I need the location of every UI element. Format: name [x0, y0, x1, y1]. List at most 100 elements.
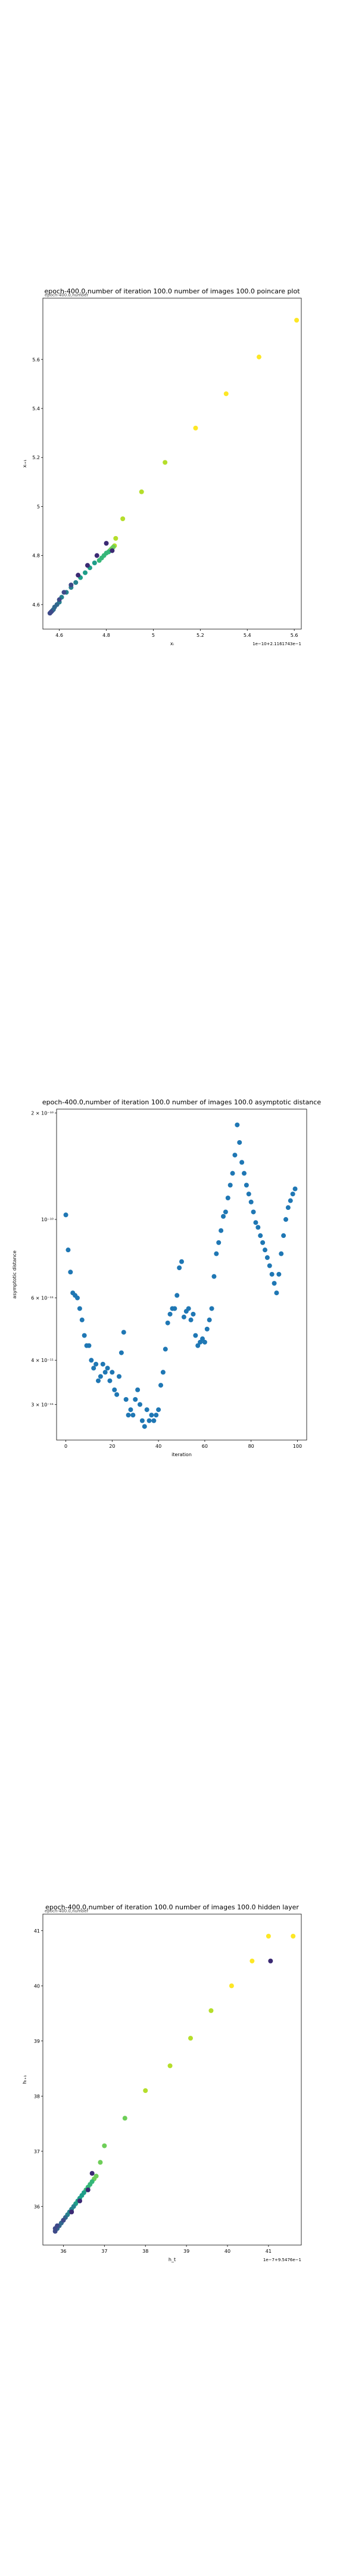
- data-point: [246, 1191, 251, 1197]
- data-point: [142, 1424, 147, 1429]
- data-point: [149, 1413, 154, 1418]
- poincare-plot-chart: epoch-400.0,number of iteration 100.0 nu…: [22, 287, 302, 646]
- data-point: [123, 1397, 129, 1402]
- data-point: [204, 1326, 210, 1332]
- y-tick-label: 5: [37, 504, 40, 509]
- data-point: [209, 1306, 214, 1311]
- data-point: [151, 1418, 157, 1423]
- data-point: [139, 489, 144, 494]
- y-tick-label: 4.8: [32, 553, 40, 559]
- y-tick-label: 40: [34, 1983, 40, 1989]
- x-tick-label: 36: [60, 2249, 66, 2254]
- data-point: [69, 2209, 74, 2215]
- data-point: [198, 1339, 203, 1345]
- y-axis-label: xᵢ₊₁: [22, 460, 27, 468]
- data-point: [146, 1418, 152, 1423]
- data-point: [82, 1333, 87, 1338]
- data-point: [138, 1402, 142, 1407]
- axis-offset-label: 1e−10+2.1161743e−1: [252, 642, 301, 646]
- data-point: [117, 1374, 121, 1379]
- data-point: [89, 2171, 95, 2176]
- data-point: [154, 1413, 159, 1418]
- data-point: [269, 1271, 275, 1277]
- x-tick-label: 100: [293, 1444, 302, 1449]
- y-tick-label: 5.6: [32, 357, 40, 363]
- data-point: [122, 2116, 127, 2121]
- data-point: [47, 611, 52, 616]
- asymptotic-distance-figure: epoch-400.0,number of iteration 100.0 nu…: [0, 1091, 343, 1479]
- data-point: [290, 1191, 295, 1197]
- data-point: [110, 548, 115, 553]
- x-tick-label: 60: [202, 1444, 208, 1449]
- y-tick-label: 4 × 10⁻¹¹: [31, 1358, 54, 1363]
- data-point: [73, 580, 79, 585]
- data-point: [163, 1346, 168, 1352]
- x-tick-label: 41: [266, 2249, 272, 2254]
- data-point: [144, 1407, 149, 1413]
- data-point: [214, 1251, 219, 1256]
- x-axis-label: iteration: [172, 1452, 192, 1457]
- data-point: [250, 1958, 255, 1964]
- data-point: [130, 1413, 136, 1418]
- data-point: [235, 1122, 240, 1128]
- data-point: [260, 1240, 266, 1245]
- x-tick-label: 40: [224, 2249, 230, 2254]
- data-point: [281, 1233, 286, 1239]
- data-point: [102, 2143, 107, 2148]
- y-tick-label: 38: [34, 2094, 40, 2099]
- data-point: [291, 1934, 296, 1939]
- x-tick-label: 4.6: [55, 633, 63, 638]
- data-point: [160, 1370, 166, 1375]
- y-tick-label: 4.6: [32, 602, 40, 608]
- data-point: [163, 460, 168, 465]
- data-point: [179, 1259, 184, 1264]
- data-point: [172, 1306, 177, 1311]
- plot-frame: [56, 1109, 307, 1441]
- x-tick-label: 38: [142, 2249, 148, 2254]
- data-point: [128, 1407, 133, 1413]
- data-point: [177, 1265, 182, 1271]
- data-point: [264, 1255, 270, 1261]
- data-point: [267, 1263, 272, 1268]
- data-point: [107, 1378, 113, 1383]
- data-point: [75, 1295, 80, 1301]
- y-axis-label: hₜ₊₁: [22, 2075, 27, 2084]
- y-axis-label: asymptotic distance: [12, 1250, 17, 1299]
- data-point: [223, 391, 229, 397]
- plot-frame: [42, 1914, 302, 2246]
- data-point: [186, 1306, 191, 1311]
- chart-title: epoch-400.0,number of iteration 100.0 nu…: [42, 1098, 321, 1106]
- data-point: [89, 1358, 94, 1363]
- data-point: [191, 1311, 196, 1317]
- data-point: [102, 1370, 108, 1375]
- data-point: [188, 2036, 193, 2041]
- data-point: [208, 2008, 214, 2013]
- data-point: [112, 1387, 117, 1392]
- data-point: [114, 1392, 120, 1397]
- x-tick-label: 0: [64, 1444, 67, 1449]
- data-point: [100, 1361, 105, 1367]
- overlay-label: epoch-400.0,number: [45, 1909, 89, 1914]
- data-point: [237, 1140, 242, 1145]
- y-tick-label: 39: [34, 2039, 40, 2044]
- x-tick-label: 80: [248, 1444, 254, 1449]
- x-tick-label: 39: [183, 2249, 189, 2254]
- data-point: [232, 1153, 238, 1158]
- data-point: [76, 572, 81, 578]
- data-point: [156, 1407, 161, 1413]
- data-point: [242, 1171, 247, 1176]
- data-point: [167, 1311, 173, 1317]
- data-point: [66, 1247, 71, 1253]
- data-point: [57, 597, 62, 602]
- data-point: [68, 1270, 73, 1275]
- chart-title: epoch-400.0,number of iteration 100.0 nu…: [45, 1903, 299, 1911]
- data-point: [255, 1225, 261, 1230]
- x-tick-label: 5.2: [197, 633, 204, 638]
- data-point: [294, 318, 300, 323]
- x-axis-label: xᵢ: [170, 641, 174, 646]
- x-axis-label: h_t: [169, 2257, 176, 2262]
- data-point: [244, 1182, 249, 1188]
- data-point: [193, 425, 198, 431]
- x-tick-label: 40: [155, 1444, 161, 1449]
- data-point: [195, 1343, 201, 1348]
